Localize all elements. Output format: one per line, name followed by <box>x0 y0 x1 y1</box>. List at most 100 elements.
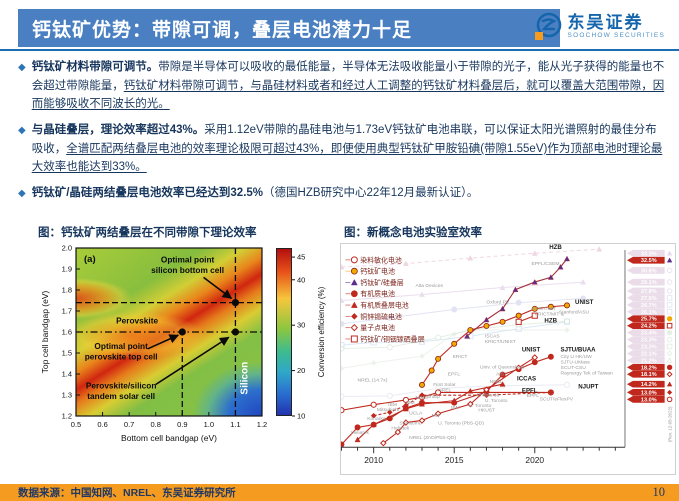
svg-text:1.6: 1.6 <box>62 328 72 337</box>
svg-text:钙钛矿电池: 钙钛矿电池 <box>360 267 395 276</box>
svg-text:IBM: IBM <box>388 402 397 408</box>
svg-text:U. Toronto: U. Toronto <box>485 398 508 404</box>
svg-text:30.8%: 30.8% <box>641 269 657 275</box>
svg-text:21.2%: 21.2% <box>641 359 657 365</box>
callout: 23.4% <box>626 329 673 337</box>
svg-text:City U HK/UW: City U HK/UW <box>561 355 593 361</box>
series <box>464 256 570 340</box>
bullet-diamond-icon: ◆ <box>18 124 26 136</box>
callout: 21.2% <box>626 357 673 365</box>
svg-text:UNIST: UNIST <box>522 347 541 354</box>
logo-cn: 东吴证券 <box>567 13 644 33</box>
svg-text:Optimal point: Optimal point <box>94 341 148 351</box>
svg-text:2010: 2010 <box>364 455 383 465</box>
svg-text:1.9: 1.9 <box>62 265 72 274</box>
svg-text:1.5: 1.5 <box>62 349 72 358</box>
svg-text:NIMS: NIMS <box>416 396 429 402</box>
svg-text:HKUST: HKUST <box>478 408 495 414</box>
svg-text:13.0%: 13.0% <box>641 391 657 397</box>
page-number: 10 <box>652 485 666 499</box>
svg-text:26.1%: 26.1% <box>641 310 657 316</box>
svg-text:0.7: 0.7 <box>124 420 134 429</box>
svg-text:Alta Devices: Alta Devices <box>416 283 444 289</box>
svg-text:有机质叠层电池: 有机质叠层电池 <box>360 301 409 310</box>
svg-text:钙钛矿/铜铟镓硒叠层: 钙钛矿/铜铟镓硒叠层 <box>360 335 424 344</box>
brand-logo: 东吴证券 SOOCHOW SECURITIES <box>533 12 665 42</box>
svg-text:SJTU/BUAA: SJTU/BUAA <box>561 347 597 354</box>
callout: 29.1% <box>626 279 673 286</box>
svg-text:0.5: 0.5 <box>71 420 81 429</box>
svg-text:Stanford/ASU: Stanford/ASU <box>559 310 590 316</box>
callout: 23.3% <box>626 343 673 351</box>
series <box>354 381 506 443</box>
svg-text:MIT: MIT <box>432 413 441 419</box>
figure-bandgap-heatmap: 图：钙钛矿两结叠层在不同带隙下理论效率 Optimal point silicon… <box>36 226 340 452</box>
svg-text:32.5%: 32.5% <box>641 259 657 265</box>
svg-text:Oxford PV: Oxford PV <box>486 300 509 306</box>
bullet-text: 钙钛矿材料带隙可调节。带隙是半导体可以吸收的最低能量，半导体无法吸收能量小于带隙… <box>31 61 665 111</box>
figure-right-caption: 图：新概念电池实验室效率 <box>344 227 482 239</box>
figure-lab-efficiency-chart: 图：新概念电池实验室效率 NREL (14.7x) Mitsubishi Konar… <box>338 226 676 480</box>
svg-text:1.1: 1.1 <box>230 420 240 429</box>
data-source: 数据来源：中国知网、NREL、东吴证券研究所 <box>18 487 236 499</box>
series <box>338 327 570 372</box>
svg-text:Konarka: Konarka <box>367 416 386 422</box>
svg-text:23.3%: 23.3% <box>641 345 657 351</box>
series <box>515 312 538 326</box>
svg-text:IBM: IBM <box>451 405 460 411</box>
page-title: 钙钛矿优势：带隙可调，叠层电池潜力十足 <box>32 19 413 41</box>
svg-text:2015: 2015 <box>445 455 464 465</box>
svg-text:27.6%: 27.6% <box>641 296 657 302</box>
svg-text:UNIST: UNIST <box>575 299 594 306</box>
svg-text:33.3%: 33.3% <box>641 252 657 258</box>
series <box>380 354 539 447</box>
bullet-text: 钙钛矿/晶硅两结叠层电池效率已经达到32.5%（德国HZB研究中心22年12月最… <box>31 186 479 199</box>
callout: 25.7% <box>626 315 673 323</box>
svg-text:Bottom cell bandgap (eV): Bottom cell bandgap (eV) <box>121 433 217 443</box>
svg-text:Heliatek: Heliatek <box>351 431 369 437</box>
svg-text:KRICT/MIT &: KRICT/MIT & <box>535 312 565 318</box>
svg-text:20: 20 <box>297 366 305 375</box>
svg-text:SCUT/eFlexPV: SCUT/eFlexPV <box>540 397 574 403</box>
callout: 23.3% <box>626 336 673 344</box>
svg-text:HZB: HZB <box>549 245 562 252</box>
svg-text:Optimal point: Optimal point <box>161 255 215 265</box>
svg-text:0.8: 0.8 <box>150 420 160 429</box>
svg-text:HZB: HZB <box>544 318 557 325</box>
svg-text:NREL (ZnO/PbS-QD): NREL (ZnO/PbS-QD) <box>409 435 456 441</box>
series <box>338 382 571 400</box>
svg-text:30: 30 <box>297 321 305 330</box>
svg-text:IBM: IBM <box>406 400 415 406</box>
series <box>338 279 587 304</box>
heatmap-plot-area: Optimal point silicon bottom cell Perovski… <box>36 242 340 452</box>
svg-text:U. Toronto (PbS-QD): U. Toronto (PbS-QD) <box>438 421 484 427</box>
svg-text:1.0: 1.0 <box>204 420 214 429</box>
svg-text:(Rev. 12-08-2022): (Rev. 12-08-2022) <box>668 406 673 442</box>
svg-text:25.7%: 25.7% <box>641 317 657 323</box>
svg-text:27.8%: 27.8% <box>641 289 657 295</box>
svg-text:KRICT/UNIST: KRICT/UNIST <box>485 339 516 345</box>
callout: 26.1% <box>626 308 673 316</box>
chart-legend: 染料敏化电池钙钛矿电池钙钛矿/硅叠层有机质电池有机质叠层电池铜锌锡硫电池量子点电… <box>345 256 425 344</box>
svg-text:1.8: 1.8 <box>62 286 72 295</box>
callout: 18.2% <box>626 364 673 372</box>
callout: 13.0% <box>626 389 673 397</box>
title-bar: 钙钛矿优势：带隙可调，叠层电池潜力十足 <box>18 9 560 47</box>
svg-text:NREL (14.7x): NREL (14.7x) <box>358 378 388 384</box>
svg-text:UCLA: UCLA <box>409 411 423 417</box>
svg-text:Mitsubishi: Mitsubishi <box>377 407 399 413</box>
svg-text:40: 40 <box>297 276 305 285</box>
svg-text:18.2%: 18.2% <box>641 366 657 372</box>
svg-text:22.1%: 22.1% <box>641 352 657 358</box>
nrel-style-chart: NREL (14.7x) Mitsubishi Konarka Heliatek Hel… <box>338 243 676 476</box>
svg-text:Silicon: Silicon <box>239 362 250 395</box>
svg-text:Perovskite/silicon: Perovskite/silicon <box>86 381 157 391</box>
svg-text:Sharp: Sharp <box>427 394 440 400</box>
callout: 27.8% <box>626 287 673 295</box>
svg-text:23.3%: 23.3% <box>641 338 657 344</box>
callout: 22.1% <box>626 350 673 358</box>
callout: 27.6% <box>626 294 673 302</box>
svg-text:perovskite top cell: perovskite top cell <box>85 352 158 362</box>
svg-text:Univ. of Queensland: Univ. of Queensland <box>480 365 525 371</box>
